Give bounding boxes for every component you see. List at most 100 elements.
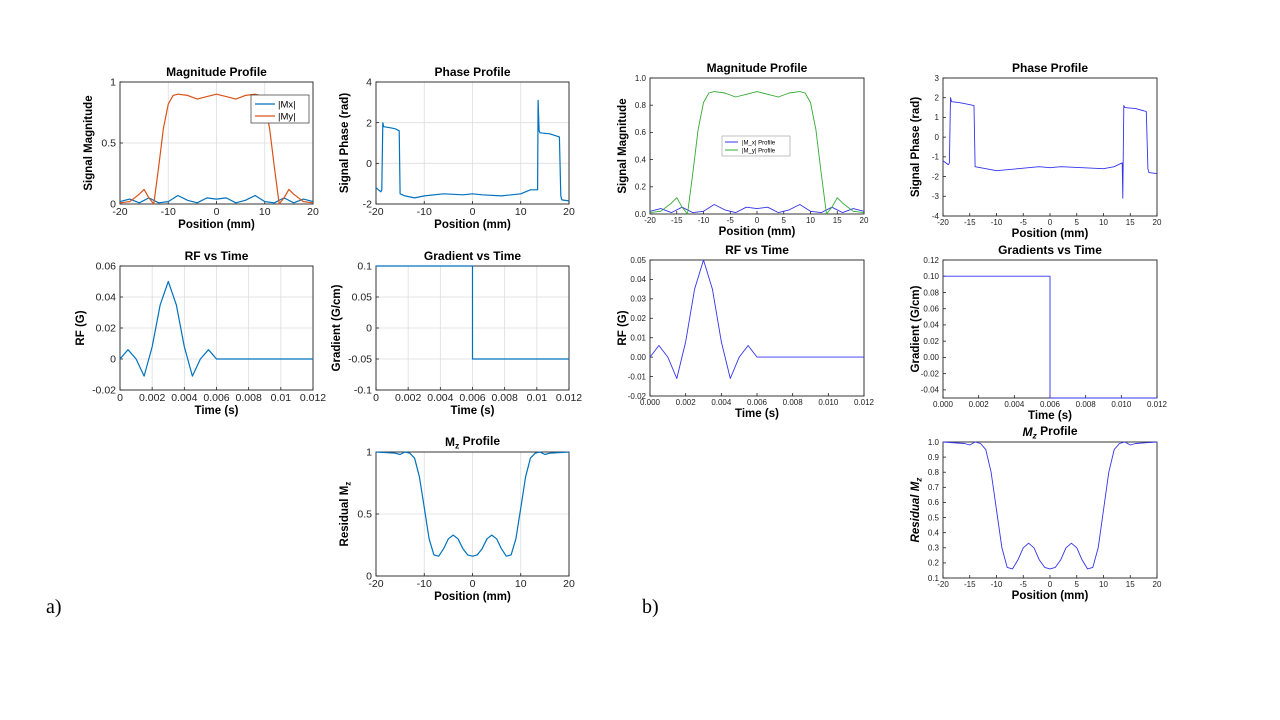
a-magnitude-legend-box: [250, 94, 310, 124]
b-mz-ytick-label: 0.3: [928, 544, 940, 553]
b-rf-chart: 0.000 0.002 0.004 0.006 0.008 0.010 0.012 -0.02…: [617, 243, 875, 420]
a-gradient-xtick-label: 0.004: [427, 392, 453, 404]
a-magnitude-xtick-label: 0: [214, 206, 220, 218]
b-rf-ytick-label: 0.01: [630, 334, 646, 343]
b-phase-xtick-label: 15: [1126, 218, 1135, 227]
b-mz-ytick-label: 0.8: [928, 468, 940, 477]
b-rf-xtick-label: 0.010: [818, 398, 839, 407]
b-magnitude-xtick-label: 20: [860, 216, 869, 225]
b-phase-xtick-label: 10: [1099, 218, 1108, 227]
a-rf-xtick-label: 0.008: [236, 392, 262, 404]
a-rf-xtick-label: 0: [117, 392, 123, 404]
b-mz-xtick-label: 15: [1126, 580, 1135, 589]
a-phase-xtick-label: 10: [515, 206, 527, 218]
a-gradient-xtick-label: 0.01: [527, 392, 548, 404]
a-rf-ytick-label: 0.04: [96, 292, 117, 304]
b-magnitude-legend-label: |M_x| Profile: [742, 141, 776, 147]
b-rf-xtick-label: 0.002: [676, 398, 697, 407]
b-mz-xtick-label: -20: [937, 580, 949, 589]
b-phase-ytick-label: -4: [932, 212, 940, 221]
b-gradient-xtick-label: 0.008: [1076, 400, 1097, 409]
b-phase-ytick-label: -1: [932, 153, 940, 162]
a-gradient-chart: 0 0.002 0.004 0.006 0.008 0.01 0.012 -0.1 -0.05 0…: [331, 249, 582, 417]
b-gradient-title: Gradients vs Time: [998, 243, 1102, 257]
a-mz-series-0: [375, 451, 570, 557]
b-mz-ytick-label: 1.0: [928, 438, 940, 447]
a-rf-xtick-label: 0.004: [171, 392, 197, 404]
b-rf-series-0: [649, 259, 864, 379]
b-mz-xtick-label: 0: [1048, 580, 1053, 589]
b-phase-xlabel: Position (mm): [1012, 228, 1089, 240]
b-magnitude-ytick-label: 0.2: [635, 183, 647, 192]
panel-b-label: b): [642, 596, 659, 618]
a-phase-ytick-label: 0: [366, 158, 372, 170]
a-rf-xtick-label: 0.01: [271, 392, 292, 404]
b-rf-xlabel: Time (s): [735, 408, 779, 420]
b-magnitude-title: Magnitude Profile: [707, 61, 808, 75]
a-rf-ytick-label: 0: [110, 354, 116, 366]
b-magnitude-ytick-label: 0.6: [635, 128, 647, 137]
b-magnitude-ytick-label: 0.8: [635, 101, 647, 110]
b-gradient-chart: 0.000 0.002 0.004 0.006 0.008 0.010 0.012 -0.04…: [910, 243, 1168, 422]
b-magnitude-ylabel: Signal Magnitude: [617, 98, 629, 193]
b-rf-ytick-label: 0.04: [630, 275, 646, 284]
a-mz-xtick-label: 0: [470, 578, 476, 590]
a-magnitude-ytick-label: 1: [110, 77, 116, 89]
b-mz-ytick-label: 0.6: [928, 498, 940, 507]
a-magnitude-xtick-label: -10: [161, 206, 176, 218]
b-mz-title: Mz Profile: [1023, 424, 1078, 441]
a-phase-ytick-label: -2: [363, 199, 372, 211]
b-rf-ytick-label: -0.01: [628, 372, 647, 381]
a-gradient-ytick-label: 0.05: [352, 292, 373, 304]
b-gradient-xtick-label: 0.010: [1111, 400, 1132, 409]
b-mz-ytick-label: 0.2: [928, 559, 940, 568]
b-magnitude-xtick-label: -20: [644, 216, 656, 225]
b-rf-ytick-label: 0.05: [630, 256, 646, 265]
b-phase-title: Phase Profile: [1012, 61, 1088, 75]
b-phase-ytick-label: 3: [935, 74, 940, 83]
b-magnitude-ytick-label: 0.0: [635, 210, 647, 219]
b-mz-ytick-label: 0.4: [928, 528, 940, 537]
b-phase-ytick-label: 0: [935, 133, 940, 142]
a-rf-title: RF vs Time: [185, 249, 249, 263]
b-magnitude-ytick-label: 1.0: [635, 74, 647, 83]
a-rf-xtick-label: 0.006: [203, 392, 229, 404]
a-rf-xtick-label: 0.012: [300, 392, 326, 404]
a-gradient-ytick-label: 0.1: [357, 261, 372, 273]
b-phase-ytick-label: -2: [932, 172, 940, 181]
a-rf-xlabel: Time (s): [195, 405, 239, 417]
a-mz-ylabel: Residual Mz: [339, 482, 352, 547]
b-mz-axes-frame: [942, 441, 1158, 579]
b-gradient-ylabel: Gradient (G/cm): [910, 285, 922, 372]
b-phase-ytick-label: 1: [935, 113, 940, 122]
b-gradient-xlabel: Time (s): [1028, 410, 1072, 422]
b-mz-ytick-label: 0.9: [928, 453, 940, 462]
a-mz-xtick-label: -10: [417, 578, 432, 590]
b-gradient-xtick-label: 0.002: [969, 400, 990, 409]
b-rf-ylabel: RF (G): [617, 310, 629, 345]
a-magnitude-legend-label: |My|: [278, 112, 296, 123]
a-gradient-title: Gradient vs Time: [424, 249, 521, 263]
a-gradient-xtick-label: 0.008: [492, 392, 518, 404]
a-phase-series-0: [375, 99, 570, 202]
b-mz-xtick-label: -10: [991, 580, 1003, 589]
b-rf-ytick-label: 0.03: [630, 295, 646, 304]
a-gradient-xtick-label: 0.002: [395, 392, 421, 404]
b-mz-xtick-label: -5: [1020, 580, 1028, 589]
b-phase-xtick-label: 20: [1153, 218, 1162, 227]
b-magnitude-xtick-label: -15: [671, 216, 683, 225]
a-phase-xtick-label: -10: [417, 206, 432, 218]
b-mz-chart: -20 -15 -10 -5 0 5 10 15 20 0.1 0.2 0.3 0.4 0.5 0.6 0.7…: [910, 424, 1162, 602]
a-phase-xlabel: Position (mm): [434, 219, 511, 231]
b-phase-series-0: [942, 97, 1158, 199]
b-gradient-ytick-label: -0.04: [921, 386, 940, 395]
a-magnitude-chart: -20 -10 0 10 20 0 0.5 1 Magnitude Profile Positio…: [83, 65, 319, 231]
b-mz-xtick-label: 10: [1099, 580, 1108, 589]
b-gradient-ytick-label: -0.02: [921, 369, 940, 378]
b-magnitude-xtick-label: 0: [755, 216, 760, 225]
b-gradient-xtick-label: 0.006: [1040, 400, 1061, 409]
a-rf-xtick-label: 0.002: [139, 392, 165, 404]
b-phase-xtick-label: 5: [1075, 218, 1080, 227]
